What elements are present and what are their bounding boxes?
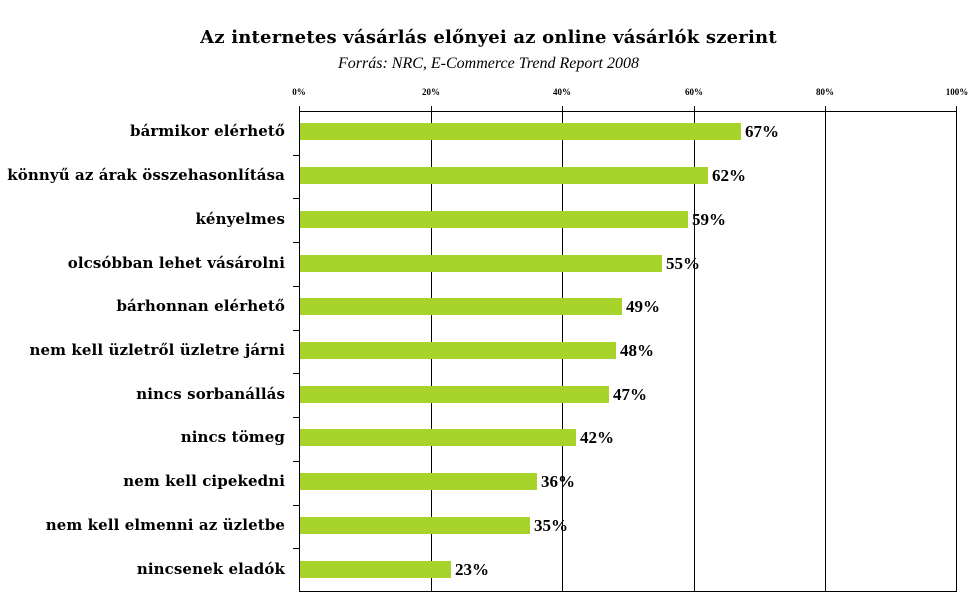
- y-tick-mark: [293, 286, 299, 287]
- bar: [300, 211, 688, 228]
- category-label: nem kell cipekedni: [123, 472, 285, 490]
- bar: [300, 167, 708, 184]
- y-tick-mark: [293, 330, 299, 331]
- data-label: 49%: [626, 297, 660, 316]
- chart-title: Az internetes vásárlás előnyei az online…: [200, 27, 777, 48]
- bar: [300, 561, 451, 578]
- gridline: [956, 111, 957, 592]
- x-tick-mark: [431, 106, 432, 111]
- category-label: nincs tömeg: [180, 428, 285, 446]
- category-label: kényelmes: [195, 210, 285, 228]
- category-label: nincs sorbanállás: [136, 385, 285, 403]
- y-tick-mark: [293, 548, 299, 549]
- bar: [300, 429, 576, 446]
- y-tick-mark: [293, 242, 299, 243]
- category-label: könnyű az árak összehasonlítása: [7, 166, 285, 184]
- x-tick-mark: [299, 106, 300, 111]
- x-tick-label: 80%: [816, 87, 834, 97]
- data-label: 36%: [541, 472, 575, 491]
- data-label: 35%: [534, 516, 568, 535]
- x-tick-mark: [956, 106, 957, 111]
- x-tick-label: 40%: [553, 87, 571, 97]
- category-label: nem kell üzletről üzletre járni: [29, 341, 285, 359]
- plot-area: 67% 62% 59% 55% 49% 48% 47% 42% 36% 35% 23%: [293, 106, 957, 592]
- x-tick-mark: [694, 106, 695, 111]
- data-label: 47%: [613, 385, 647, 404]
- data-label: 48%: [620, 341, 654, 360]
- x-tick-mark: [562, 106, 563, 111]
- y-tick-mark: [293, 505, 299, 506]
- category-label: nincsenek eladók: [136, 560, 285, 578]
- y-tick-mark: [293, 155, 299, 156]
- data-label: 67%: [745, 122, 779, 141]
- gridline: [694, 111, 695, 592]
- y-axis-line: [299, 111, 300, 592]
- category-label: bárhonnan elérhető: [116, 297, 285, 315]
- y-tick-mark: [293, 198, 299, 199]
- data-label: 23%: [455, 560, 489, 579]
- chart-subtitle: Forrás: NRC, E-Commerce Trend Report 200…: [337, 55, 639, 72]
- bar: [300, 342, 616, 359]
- y-tick-mark: [293, 461, 299, 462]
- x-tick-label: 0%: [292, 87, 306, 97]
- data-label: 59%: [692, 210, 726, 229]
- y-tick-mark: [293, 417, 299, 418]
- bar: [300, 386, 609, 403]
- data-label: 62%: [712, 166, 746, 185]
- data-label: 42%: [580, 428, 614, 447]
- category-label: olcsóbban lehet vásárolni: [67, 254, 285, 272]
- category-label: nem kell elmenni az üzletbe: [45, 516, 285, 534]
- bar: [300, 473, 537, 490]
- x-tick-label: 20%: [422, 87, 440, 97]
- bar: [300, 298, 622, 315]
- x-tick-label: 100%: [945, 87, 969, 97]
- plot-bottom-border: [299, 591, 957, 592]
- gridline: [825, 111, 826, 592]
- x-tick-label: 60%: [685, 87, 703, 97]
- bar: [300, 517, 530, 534]
- data-label: 55%: [666, 254, 700, 273]
- x-tick-mark: [825, 106, 826, 111]
- bar: [300, 123, 741, 140]
- x-axis-line: [299, 111, 957, 112]
- y-tick-mark: [293, 373, 299, 374]
- bar: [300, 255, 662, 272]
- category-label: bármikor elérhető: [130, 122, 285, 140]
